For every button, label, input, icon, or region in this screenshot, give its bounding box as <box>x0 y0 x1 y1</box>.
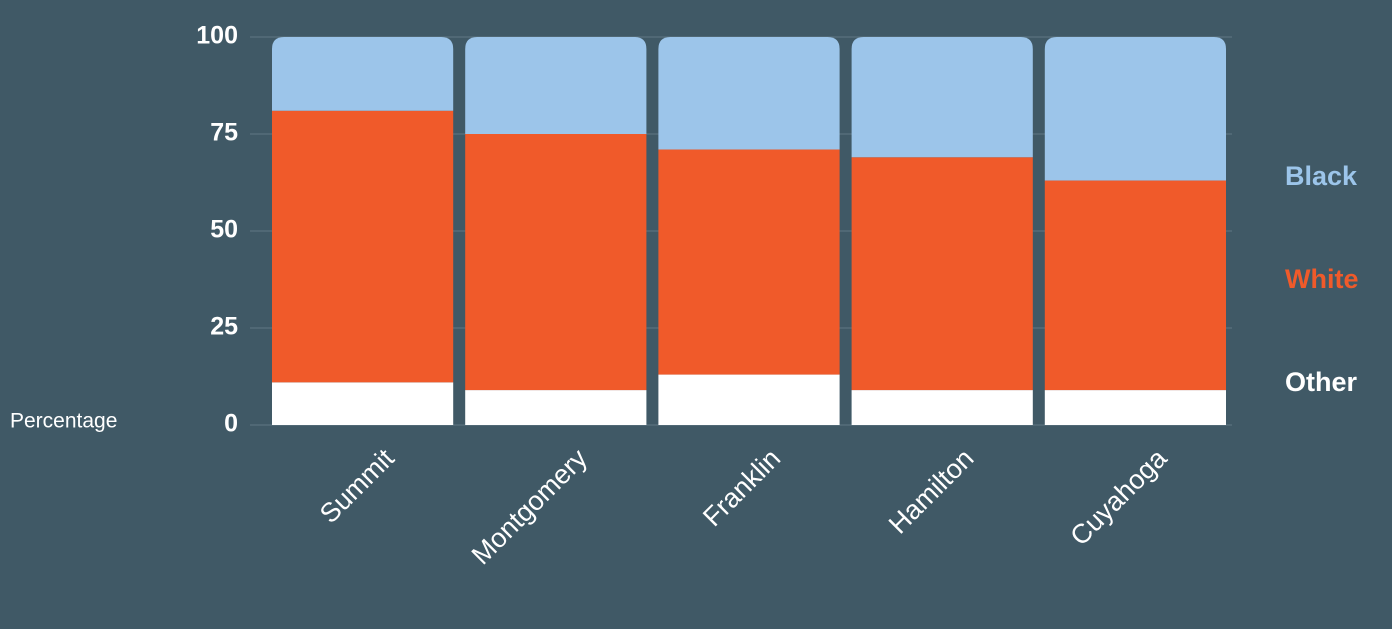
bar-segment <box>465 390 647 425</box>
bar-segment <box>851 37 1033 158</box>
bar-segment <box>465 37 647 134</box>
bar-segment <box>658 37 840 150</box>
y-tick-label: 0 <box>224 410 238 438</box>
x-tick-label: Hamilton <box>883 443 980 540</box>
legend-label: Other <box>1285 367 1358 397</box>
bar-segment <box>1044 180 1226 391</box>
bar-segment <box>851 390 1033 425</box>
bar-segment <box>658 374 840 425</box>
y-tick-label: 100 <box>196 22 238 50</box>
bar-segment <box>1044 37 1226 181</box>
bar-segment <box>851 157 1033 391</box>
x-tick-label: Summit <box>314 443 400 529</box>
bar-segment <box>1044 390 1226 425</box>
bar-segment <box>658 149 840 375</box>
x-tick-label: Cuyahoga <box>1064 442 1173 551</box>
x-tick-label: Montgomery <box>466 443 594 571</box>
y-axis-label: Percentage <box>10 410 117 433</box>
y-tick-label: 50 <box>210 216 238 244</box>
bar-segment <box>465 134 647 391</box>
y-tick-label: 75 <box>210 119 238 147</box>
bar-segment <box>272 382 454 425</box>
y-tick-label: 25 <box>210 313 238 341</box>
bar-segment <box>272 110 454 383</box>
legend-label: White <box>1285 264 1359 294</box>
bar-segment <box>272 37 454 111</box>
legend-label: Black <box>1285 161 1358 191</box>
x-tick-label: Franklin <box>697 443 786 532</box>
